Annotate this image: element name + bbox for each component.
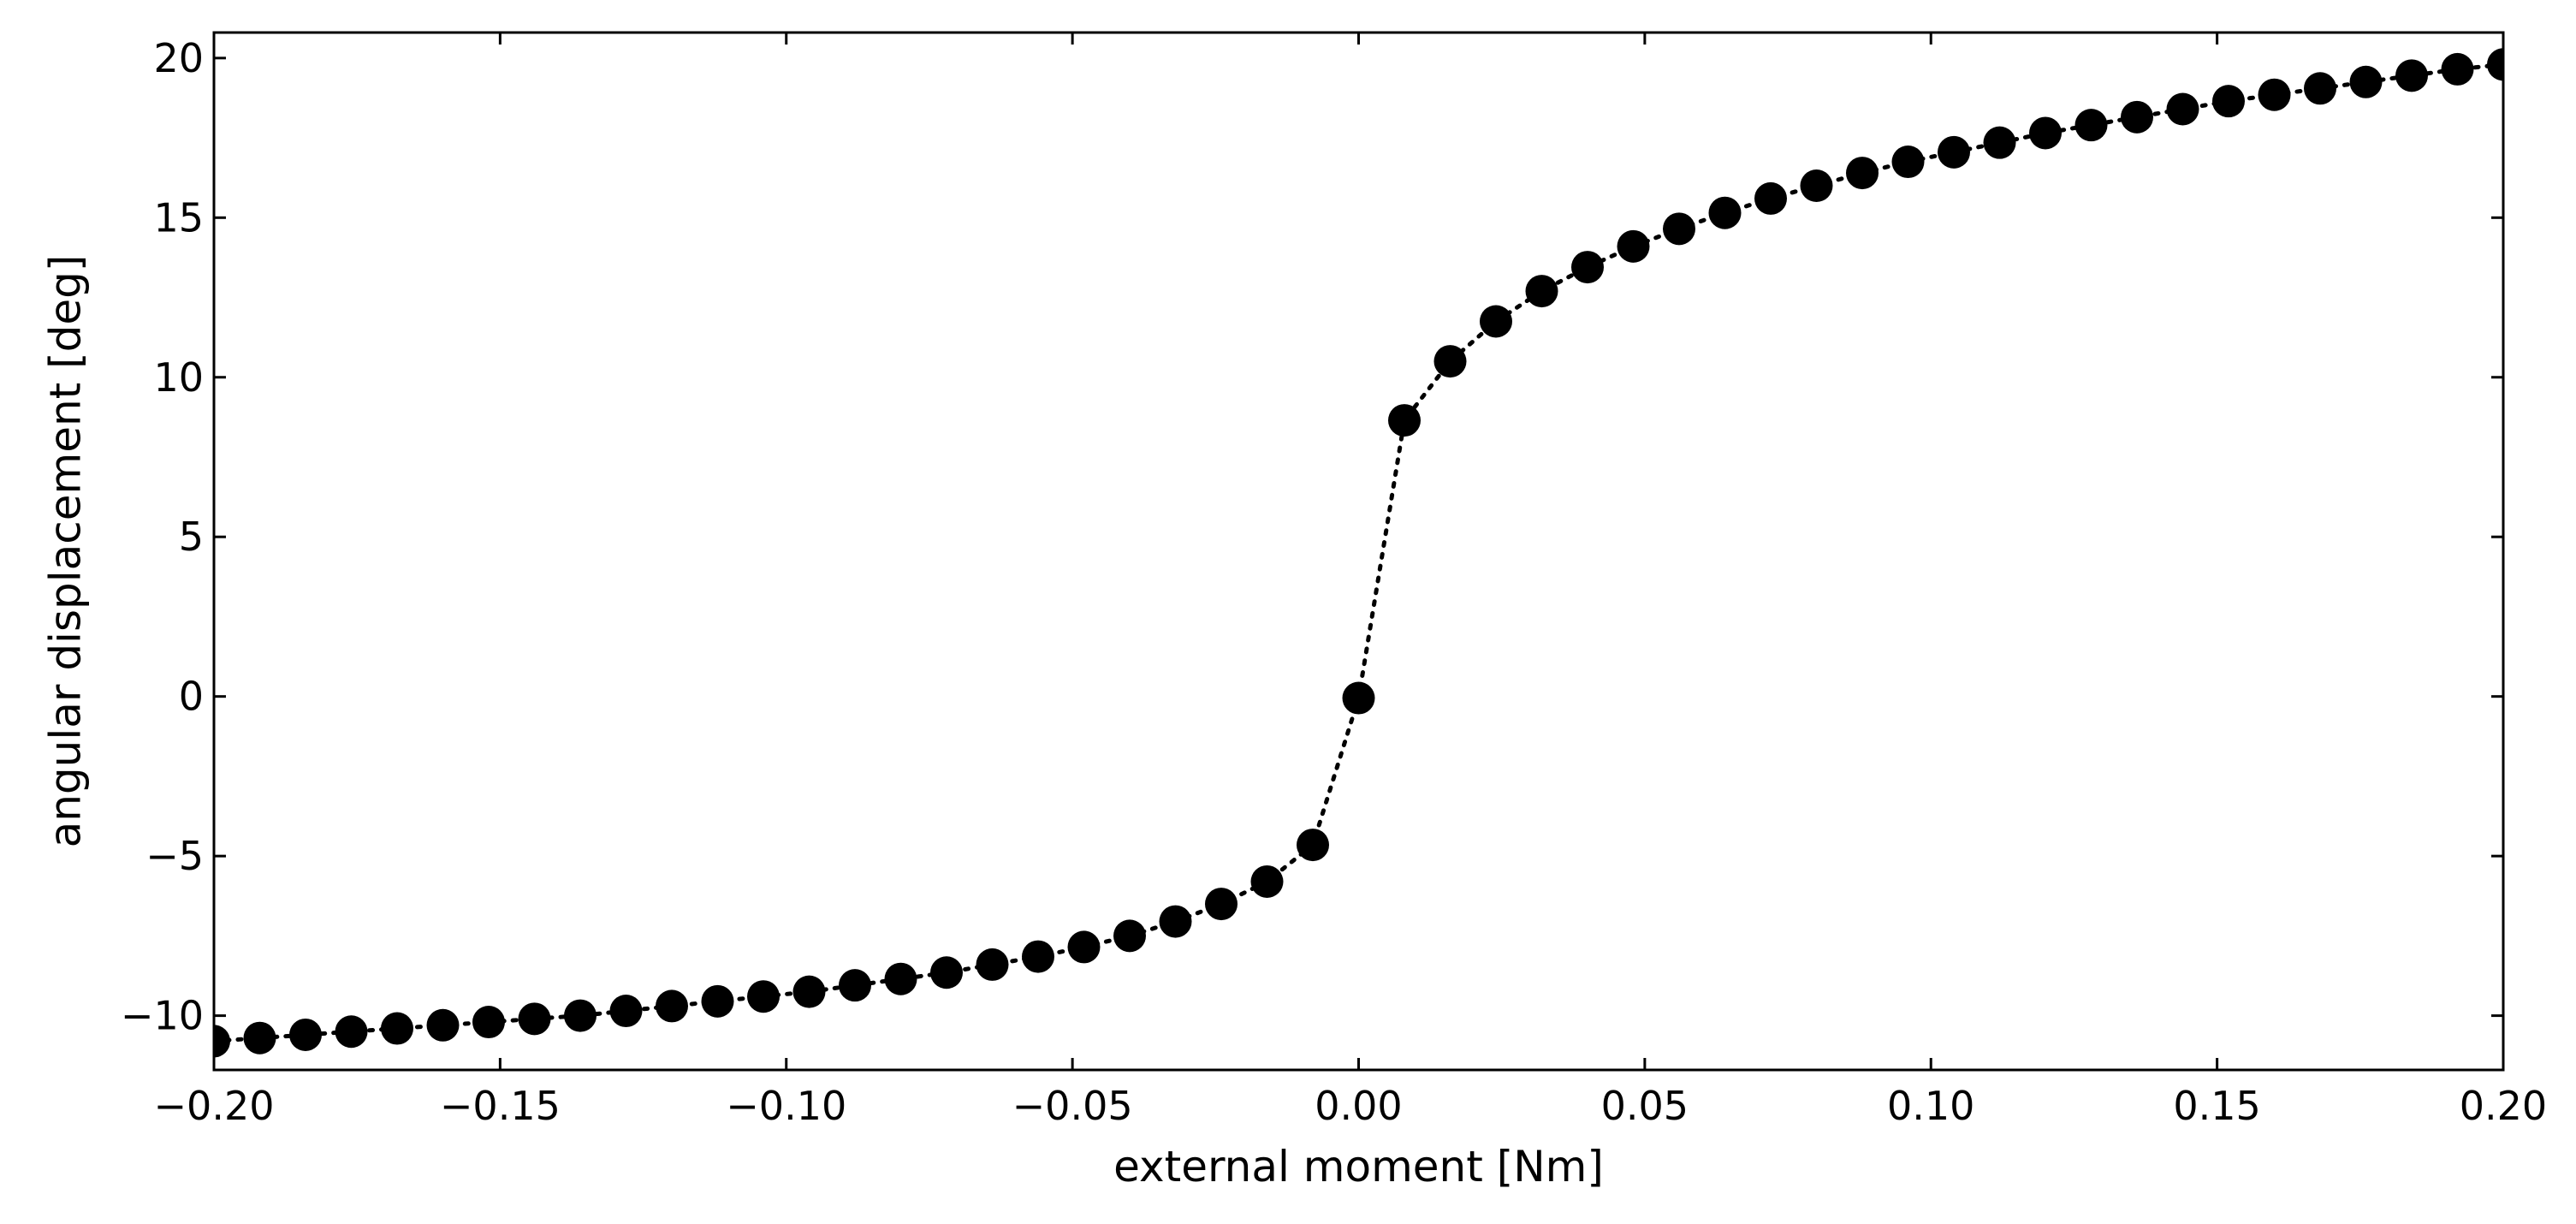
data-point [1983, 126, 2016, 159]
x-tick-label: 0.20 [2460, 1083, 2547, 1129]
data-point [2121, 100, 2153, 134]
data-point [426, 1008, 460, 1042]
data-point [2349, 65, 2383, 98]
data-point [1571, 251, 1604, 284]
data-point [884, 962, 917, 995]
data-point [1342, 681, 1375, 715]
data-point [792, 975, 826, 1008]
data-point [1525, 275, 1558, 308]
y-tick-label: 10 [153, 354, 204, 401]
data-point [335, 1015, 368, 1049]
data-point [976, 948, 1009, 981]
y-axis-ticks: −10 −5 0 5 10 15 20 [121, 35, 2503, 1039]
data-point [701, 984, 734, 1018]
x-tick-label: −0.10 [726, 1083, 846, 1129]
data-point [2395, 59, 2428, 92]
data-points [214, 48, 2503, 1058]
data-point [1938, 135, 1970, 169]
data-point [1388, 404, 1421, 437]
data-point [2487, 48, 2503, 81]
data-point [381, 1012, 413, 1045]
y-tick-label: 20 [153, 35, 204, 81]
data-point [1754, 181, 1787, 215]
data-point [1433, 345, 1467, 378]
y-tick-label: 0 [179, 674, 204, 720]
data-point [1708, 196, 1742, 229]
data-point [2166, 92, 2199, 126]
x-axis-ticks: −0.20 −0.15 −0.10 −0.05 0.00 0.05 0.10 0.15 0.20 [154, 33, 2547, 1129]
data-point [839, 969, 871, 1002]
data-point [1297, 829, 1329, 862]
data-point [1891, 146, 1925, 179]
x-tick-label: 0.05 [1601, 1083, 1689, 1129]
data-point [1250, 865, 1284, 898]
data-point [656, 989, 688, 1023]
x-axis-label: external moment [Nm] [1113, 1142, 1604, 1191]
data-point [2441, 52, 2474, 86]
series-line-0 [214, 62, 2503, 1043]
data-point [747, 980, 780, 1013]
y-tick-label: −5 [145, 833, 204, 879]
data-point [1800, 169, 1833, 203]
x-tick-label: −0.05 [1012, 1083, 1133, 1129]
data-point [1022, 940, 1054, 973]
data-point [609, 995, 643, 1028]
data-point [1205, 888, 1238, 921]
plot-area-frame [212, 31, 2505, 1072]
data-point [1480, 305, 1512, 338]
data-point [1067, 930, 1101, 964]
data-point [1617, 229, 1650, 263]
y-axis-label: angular displacement [deg] [41, 255, 91, 848]
data-point [472, 1006, 505, 1039]
data-point [2212, 85, 2245, 118]
data-point [2258, 78, 2291, 111]
data-point [1846, 157, 1879, 190]
y-tick-label: −10 [121, 993, 204, 1039]
y-tick-label: 5 [179, 514, 204, 560]
data-point [214, 1025, 230, 1058]
data-point [1159, 905, 1192, 938]
series-line [214, 62, 2503, 1043]
data-point [243, 1021, 276, 1055]
x-tick-label: 0.15 [2173, 1083, 2260, 1129]
data-point [1113, 919, 1146, 953]
data-point [1663, 212, 1695, 246]
x-tick-label: −0.15 [440, 1083, 561, 1129]
data-point [2029, 116, 2062, 150]
x-tick-label: −0.20 [154, 1083, 275, 1129]
x-tick-label: 0.10 [1887, 1083, 1974, 1129]
x-tick-label: 0.00 [1315, 1083, 1402, 1129]
y-tick-label: 15 [153, 194, 204, 241]
data-point [289, 1018, 322, 1051]
data-point [2074, 109, 2108, 142]
data-point [930, 956, 963, 989]
data-point [2304, 72, 2336, 105]
data-point [564, 999, 597, 1032]
data-point [518, 1002, 551, 1036]
